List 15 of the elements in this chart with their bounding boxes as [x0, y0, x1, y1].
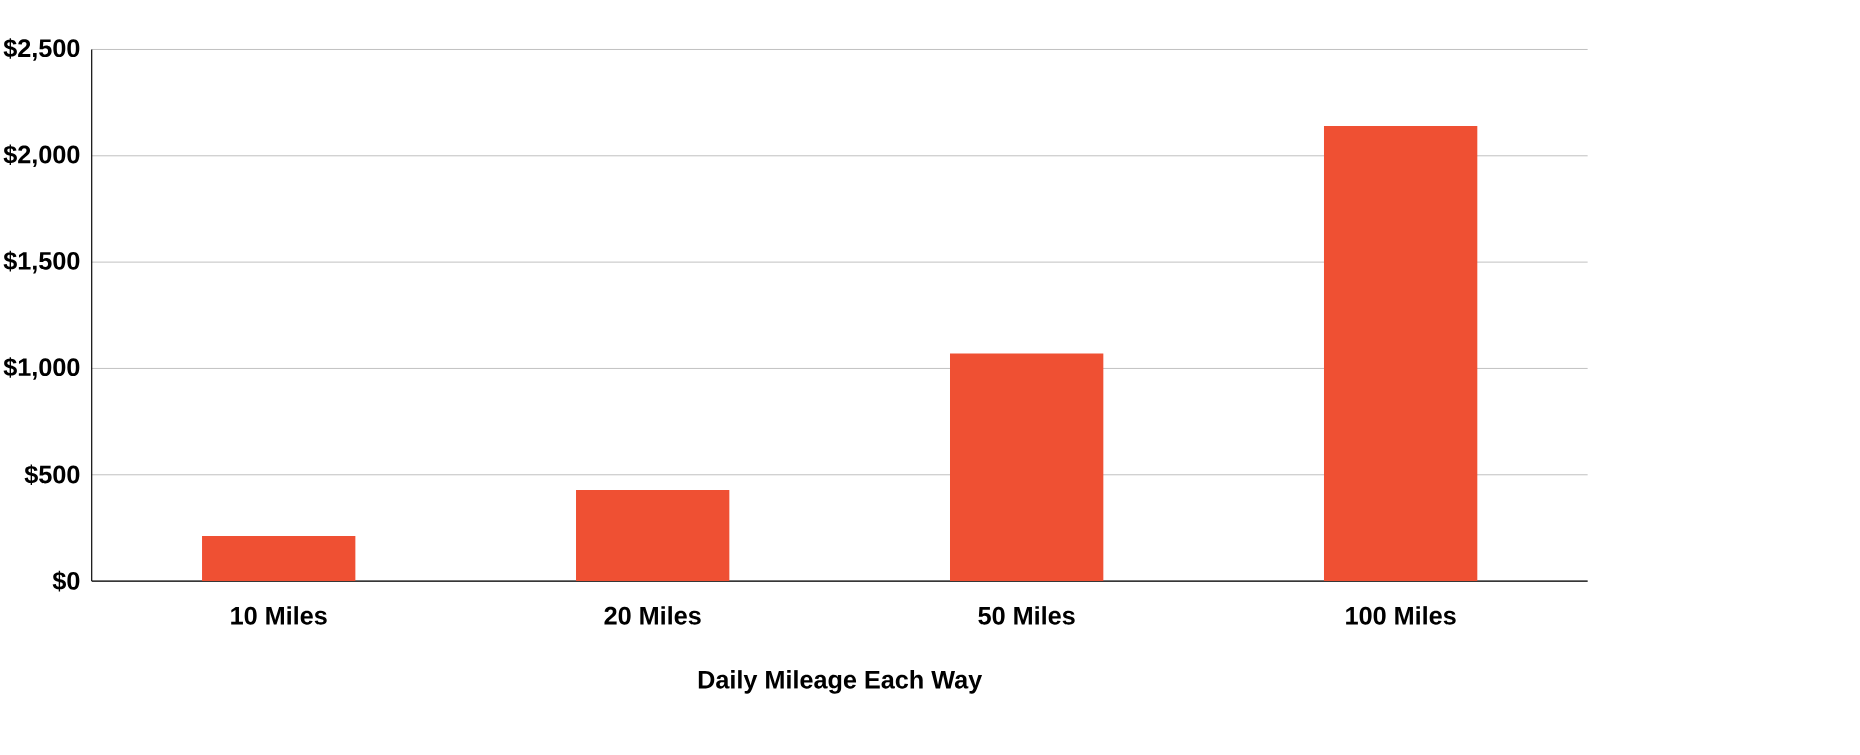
bar — [1323, 126, 1478, 582]
x-tick-label: 50 Miles — [978, 606, 1075, 625]
x-tick-label: 100 Miles — [1346, 606, 1456, 625]
y-tick-label: $2,500 — [3, 38, 80, 61]
bar — [576, 490, 730, 582]
bar — [202, 536, 356, 582]
y-tick-label: $1,000 — [3, 357, 80, 380]
x-axis-title: Daily Mileage Each Way — [698, 670, 983, 694]
y-tick-label: $1,500 — [3, 250, 80, 274]
x-tick-label: 10 Miles — [231, 606, 327, 625]
y-tick-label: $0 — [52, 570, 80, 592]
y-tick-label: $500 — [24, 464, 80, 486]
y-tick-label: $2,000 — [3, 144, 80, 168]
bar — [950, 353, 1104, 582]
x-tick-label: 20 Miles — [604, 606, 701, 625]
